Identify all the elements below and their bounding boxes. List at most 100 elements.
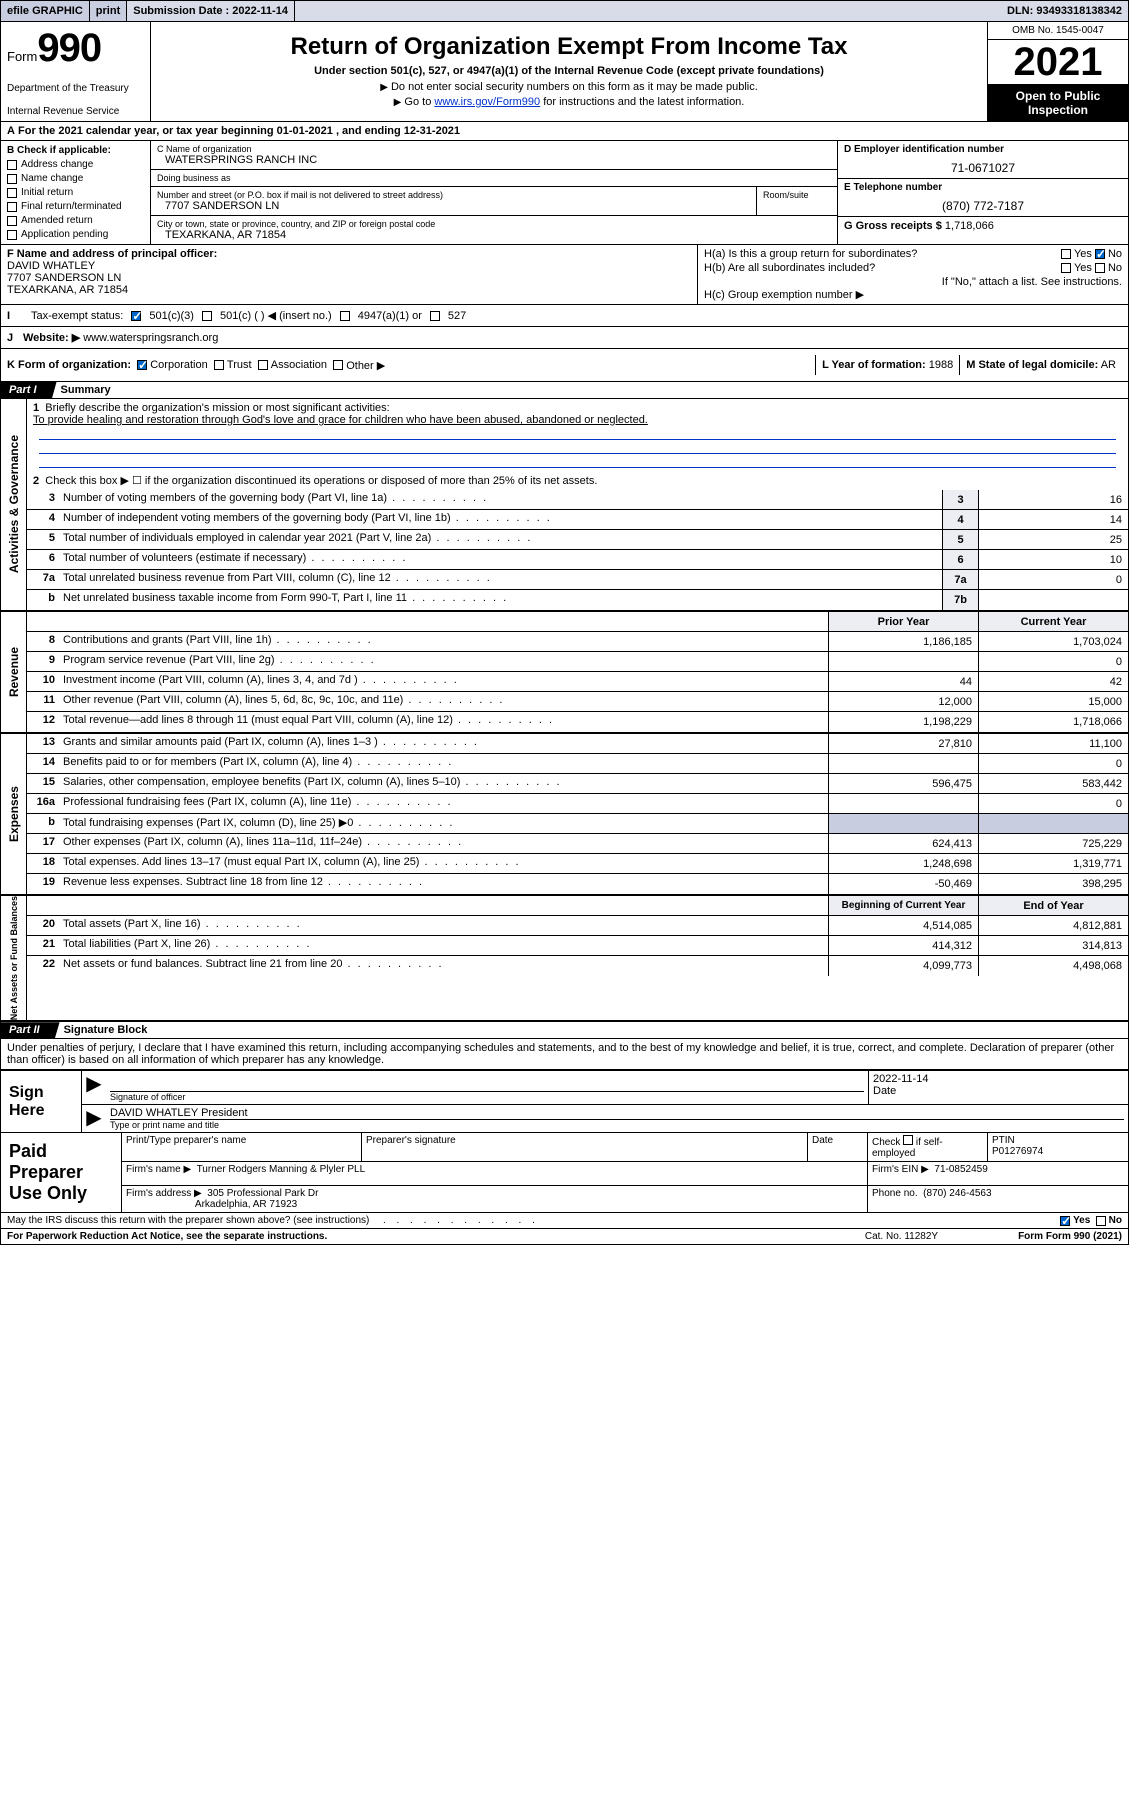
chk-final-return[interactable]: Final return/terminated [7,201,144,212]
phone-value: (870) 246-4563 [923,1188,991,1199]
prior-value: 624,413 [828,834,978,853]
chk-application-pending[interactable]: Application pending [7,229,144,240]
strip-label: Revenue [7,647,21,697]
row-l-label: L Year of formation: [822,359,926,371]
checkbox-icon[interactable] [214,360,224,370]
officer-name-label: Type or print name and title [110,1119,1124,1130]
firm-name-cell: Firm's name ▶ Turner Rodgers Manning & P… [122,1162,868,1185]
column-d-ein-tel: D Employer identification number 71-0671… [838,141,1128,244]
chk-label: Initial return [21,187,73,198]
opt-association: Association [271,359,327,371]
officer-addr1: 7707 SANDERSON LN [7,272,121,284]
opt-527: 527 [448,310,466,322]
check-label: Check [872,1137,900,1148]
checkbox-checked-icon[interactable] [131,311,141,321]
line-value: 14 [978,510,1128,529]
header-left: Form990 Department of the Treasury Inter… [1,22,151,121]
prior-value: -50,469 [828,874,978,894]
dln-cell: DLN: 93493318138342 [1001,1,1128,21]
checkbox-checked-icon[interactable] [137,360,147,370]
officer-addr2: TEXARKANA, AR 71854 [7,284,128,296]
checkbox-icon[interactable] [903,1135,913,1145]
line-value: 0 [978,570,1128,589]
blank [27,896,59,915]
strip-label: Expenses [7,786,21,842]
line-19: 19Revenue less expenses. Subtract line 1… [27,874,1128,894]
checkbox-icon[interactable] [333,360,343,370]
print-button[interactable]: print [90,1,127,21]
current-value: 1,703,024 [978,632,1128,651]
line-number: 18 [27,854,59,873]
line-number: 6 [27,550,59,569]
ein-label: D Employer identification number [844,144,1122,155]
current-value: 4,812,881 [978,916,1128,935]
signature-field: Signature of officer [106,1071,868,1104]
checkbox-checked-icon[interactable] [1060,1216,1070,1226]
form-title: Return of Organization Exempt From Incom… [157,33,981,61]
ptin-value: P01276974 [992,1146,1043,1157]
line-value [978,590,1128,610]
prior-value: 596,475 [828,774,978,793]
checkbox-icon[interactable] [1095,263,1105,273]
line-text: Contributions and grants (Part VIII, lin… [59,632,828,651]
checkbox-icon[interactable] [430,311,440,321]
org-name-cell: C Name of organization WATERSPRINGS RANC… [151,141,837,170]
line-1-mission: 1 Briefly describe the organization's mi… [27,399,1128,471]
h-c-label: H(c) Group exemption number ▶ [704,288,1122,301]
checkbox-icon[interactable] [202,311,212,321]
checkbox-icon[interactable] [1096,1216,1106,1226]
line-number: 21 [27,936,59,955]
part-1-tag: Part I [1,382,57,398]
penalties-declaration: Under penalties of perjury, I declare th… [1,1039,1128,1070]
opt-501c: 501(c) ( ) ◀ (insert no.) [220,309,332,322]
checkbox-icon[interactable] [1061,263,1071,273]
chk-amended-return[interactable]: Amended return [7,215,144,226]
checkbox-icon[interactable] [258,360,268,370]
officer-name: DAVID WHATLEY [7,260,95,272]
instructions-link[interactable]: www.irs.gov/Form990 [434,96,540,108]
omb-number: OMB No. 1545-0047 [988,22,1128,40]
form-note-2: ▶ Go to www.irs.gov/Form990 for instruct… [157,96,981,108]
discuss-question: May the IRS discuss this return with the… [7,1215,369,1226]
checkbox-icon[interactable] [340,311,350,321]
mission-prompt: Briefly describe the organization's miss… [45,402,389,414]
line-number: 13 [27,734,59,753]
submission-date-label: Submission Date : [133,5,229,17]
chk-initial-return[interactable]: Initial return [7,187,144,198]
firm-ein-label: Firm's EIN ▶ [872,1164,929,1175]
line-box: 3 [942,490,978,509]
form-footer-value: Form 990 (2021) [1046,1231,1122,1242]
prep-date-hdr: Date [808,1133,868,1161]
sign-date-value: 2022-11-14 [873,1073,1124,1085]
telephone-cell: E Telephone number (870) 772-7187 [838,179,1128,217]
form-num: 990 [37,26,101,70]
chk-address-change[interactable]: Address change [7,159,144,170]
no-label: No [1109,1215,1122,1226]
checkbox-icon[interactable] [1061,249,1071,259]
prior-value: 12,000 [828,692,978,711]
line-text: Investment income (Part VIII, column (A)… [59,672,828,691]
arrow-icon: ▶ [82,1105,106,1132]
row-f-h: F Name and address of principal officer:… [1,245,1128,305]
pra-notice: For Paperwork Reduction Act Notice, see … [7,1231,865,1242]
officer-name-value: DAVID WHATLEY President [110,1107,1124,1119]
line-number: 8 [27,632,59,651]
chk-name-change[interactable]: Name change [7,173,144,184]
city-value: TEXARKANA, AR 71854 [157,229,831,241]
note1-text: Do not enter social security numbers on … [391,81,758,93]
efile-graphic-button[interactable]: efile GRAPHIC [1,1,90,21]
strip-net-assets: Net Assets or Fund Balances [1,896,27,1020]
preparer-word: Preparer [9,1162,113,1183]
line-text: Other expenses (Part IX, column (A), lin… [59,834,828,853]
checkbox-icon [7,160,17,170]
checkbox-checked-icon[interactable] [1095,249,1105,259]
row-j-label: Website: ▶ [23,331,80,344]
line-12: 12Total revenue—add lines 8 through 11 (… [27,712,1128,732]
line-text: Professional fundraising fees (Part IX, … [59,794,828,813]
line-number: b [27,814,59,833]
signature-label: Signature of officer [110,1091,864,1102]
telephone-value: (870) 772-7187 [844,193,1122,213]
form-header: Form990 Department of the Treasury Inter… [1,22,1128,122]
open-line1: Open to Public [990,89,1126,103]
gross-value: 1,718,066 [945,220,994,232]
